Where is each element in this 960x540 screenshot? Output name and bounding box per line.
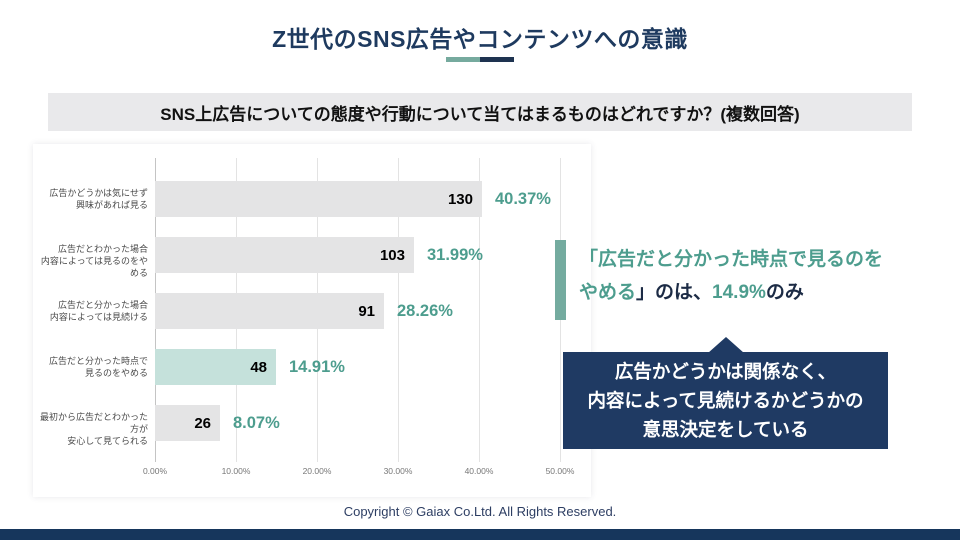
bar: 26 [155,405,220,441]
bar-count-label: 103 [379,246,405,264]
conclusion-line-2: 内容によって見続けるかどうかの [587,390,864,411]
quote-line-2: やめる」のは、14.9%のみ [579,276,939,309]
conclusion-line-1: 広告かどうかは関係なく、 [614,361,837,382]
underline-navy-segment [480,57,514,62]
category-label: 広告だと分かった時点で 見るのをやめる [48,356,148,378]
bar-count-label: 130 [447,190,473,208]
quote-highlight-percent: 14.9% [712,282,766,303]
bar-count-label: 26 [194,414,211,432]
bar-count-label: 48 [250,358,267,376]
bar: 48 [155,349,276,385]
quote-text-dark-1: 」のは、 [636,282,713,303]
x-tick-label: 0.00% [142,466,168,476]
bottom-accent-band [0,529,960,540]
callout-tail-up-icon [707,337,744,353]
conclusion-callout-box: 広告かどうかは関係なく、 内容によって見続けるかどうかの 意思決定をしている [563,337,888,449]
category-label: 広告だとわかった場合 内容によっては見るのをやめる [40,244,148,278]
bar-percent-label: 40.37% [495,189,551,208]
underline-teal-segment [446,57,480,62]
gridline [398,158,399,462]
quote-callout: 「広告だと分かった時点で見るのを やめる」のは、14.9%のみ [579,243,939,309]
x-tick-label: 30.00% [383,466,413,476]
quote-text-teal-1: 「広告だと分かった時点で見るのを [579,249,884,270]
x-tick-label: 50.00% [545,466,575,476]
page-title: Z世代のSNS広告やコンテンツへの意識 [272,26,688,52]
category-label: 広告かどうかは気にせず 興味があれば見る [49,188,148,210]
copyright-text: Copyright © Gaiax Co.Ltd. All Rights Res… [343,504,617,519]
bar-chart: 0.00% 10.00% 20.00% 30.00% 40.00% 50.00% 広告かどう… [33,144,591,497]
quote-text-teal-2: やめる [579,282,637,303]
bar: 103 [155,237,414,273]
bar-count-label: 91 [358,302,375,320]
bar-percent-label: 14.91% [289,357,345,376]
quote-line-1: 「広告だと分かった時点で見るのを [579,243,939,276]
x-tick-label: 20.00% [302,466,332,476]
bar-percent-label: 31.99% [427,245,483,264]
gridline [479,158,480,462]
category-label: 広告だと分かった場合 内容によっては見続ける [49,300,148,322]
quote-accent-bar [555,240,566,320]
question-banner: SNS上広告についての態度や行動について当てはまるものはどれですか？(複数回答) [48,93,912,131]
x-tick-label: 40.00% [464,466,494,476]
bar-percent-label: 28.26% [397,301,453,320]
category-label: 最初から広告だとわかった方が 安心して見てられる [39,412,148,446]
bar: 130 [155,181,482,217]
question-text: SNS上広告についての態度や行動について当てはまるものはどれですか？(複数回答) [160,104,800,124]
quote-text-dark-2: のみ [765,282,804,303]
bar-percent-label: 8.07% [233,413,280,432]
conclusion-line-3: 意思決定をしている [642,419,809,440]
x-tick-label: 10.00% [221,466,251,476]
bar: 91 [155,293,384,329]
title-underline [446,57,514,62]
